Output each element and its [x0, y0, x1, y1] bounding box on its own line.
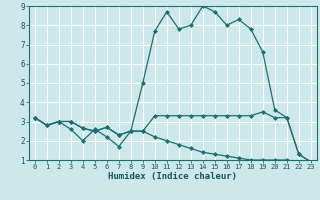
X-axis label: Humidex (Indice chaleur): Humidex (Indice chaleur) — [108, 172, 237, 181]
